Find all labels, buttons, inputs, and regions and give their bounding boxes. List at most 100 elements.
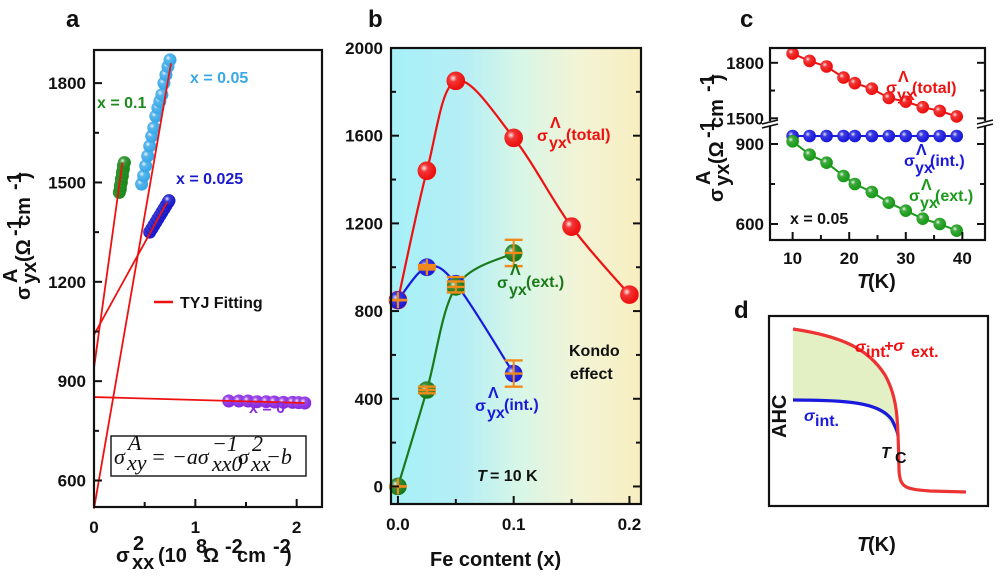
panel-letter-a: a — [66, 6, 80, 33]
b-point-0-3 — [504, 128, 523, 148]
panel-c-y-axis-title: σ yx A (Ω -1 cm -1 ) — [693, 74, 734, 202]
b-ytick-label-3: 1200 — [345, 214, 383, 233]
b-point-0-1 — [417, 161, 437, 181]
c-label-total: σ yx Λ (total) — [886, 69, 956, 104]
b-ytick-label-5: 2000 — [345, 39, 383, 58]
panel-d-total-curve — [792, 327, 967, 494]
d-x-T: T — [857, 534, 871, 556]
panel-letter-c: c — [740, 6, 753, 33]
panel-c-ticks: 1800 1500 900 600 10 20 30 40 — [726, 54, 985, 268]
legend-label-tyj: TYJ Fitting — [180, 295, 263, 312]
panel-d-tc-label: T C — [881, 445, 907, 467]
c-ext-sup: Λ — [921, 177, 932, 194]
c-ytick-label-1: 1500 — [726, 109, 764, 128]
x-title-cm-exp: -2 — [273, 536, 291, 558]
b-point-0-4 — [562, 217, 581, 236]
c-label-ext: σ yx Λ (ext.) — [909, 177, 973, 212]
y-title-unit-sup2: -1 — [4, 172, 26, 190]
label-ext-b: σ yx Λ (ext.) — [497, 262, 564, 299]
c-y-unit-sup2: -1 — [697, 74, 719, 92]
c-ext-sigma: σ — [909, 188, 920, 205]
c-x-K: (K) — [868, 271, 896, 293]
eq-s2: σ — [238, 444, 250, 469]
panel-d-y-axis-title: AHC — [769, 395, 791, 438]
y-title-unit-3: ) — [13, 172, 35, 179]
label-total-b: σ yx Λ (total) — [537, 115, 610, 152]
temp-label: = 10 K — [490, 468, 538, 485]
c-y-sub: yx — [712, 164, 734, 186]
a-fit-line-3 — [93, 396, 305, 404]
eq-mid: −aσ — [172, 444, 210, 469]
c-y-unit-1: (Ω — [706, 141, 728, 164]
c-point-2-10 — [950, 224, 964, 237]
c-point-1-8 — [916, 129, 930, 143]
c-int-sup: Λ — [916, 142, 927, 159]
x-title-omega: Ω — [203, 545, 219, 567]
d-int-sigma: σ — [804, 408, 816, 425]
label-x-0.05: x = 0.05 — [190, 70, 248, 87]
a-xtick-label-1: 1 — [191, 518, 200, 537]
c-point-2-2 — [820, 156, 833, 169]
panel-d-fill-area — [793, 330, 898, 436]
eq-sup2: 2 — [252, 431, 263, 456]
eq-lhs-sub: xy — [126, 450, 147, 475]
ext-sup: Λ — [510, 262, 521, 279]
c-point-1-4 — [848, 129, 862, 143]
c-xtick-label-2: 30 — [896, 249, 915, 268]
c-point-2-3 — [837, 169, 850, 183]
label-x-0.025: x = 0.025 — [176, 171, 243, 188]
eq-lhs-sup: A — [126, 430, 142, 455]
c-point-1-1 — [803, 129, 816, 143]
panel-b-x-axis-title: Fe content (x) — [430, 549, 561, 571]
b-ytick-label-2: 800 — [355, 302, 383, 321]
temp-label-T: T — [477, 468, 488, 485]
c-total-sigma: σ — [886, 80, 897, 97]
a-fit-line-0 — [93, 63, 172, 509]
c-y-unit-3: ) — [706, 74, 728, 81]
panel-c-plot-area — [786, 47, 964, 237]
c-int-sigma: σ — [904, 153, 915, 170]
c-xtick-label-0: 10 — [783, 249, 802, 268]
a-ytick-label-1: 900 — [58, 372, 86, 391]
b-ytick-label-1: 400 — [355, 390, 383, 409]
kondo-label-2: effect — [570, 366, 613, 383]
a-point-0-1 — [137, 169, 151, 183]
x-title-unit: (10 — [158, 545, 187, 567]
c-point-2-4 — [848, 177, 862, 191]
b-xtick-label-0: 0.0 — [386, 515, 410, 534]
c-xtick-label-3: 40 — [953, 249, 972, 268]
c-point-0-4 — [848, 76, 862, 90]
c-label-int: σ yx Λ (int.) — [904, 142, 965, 177]
c-y-sup: A — [693, 171, 715, 185]
c-y-sigma: σ — [706, 188, 728, 202]
d-tc-sub: C — [895, 450, 907, 467]
eq-equals: = — [151, 444, 166, 469]
c-point-2-8 — [916, 212, 930, 225]
y-title-unit-1: (Ω — [13, 239, 35, 262]
x-title-sub: xx — [132, 552, 154, 574]
y-title-unit-sup1: -1 — [4, 218, 26, 236]
b-xtick-label-1: 0.1 — [502, 515, 526, 534]
axis-break-right — [976, 119, 994, 129]
c-point-1-10 — [950, 129, 964, 143]
d-x-K: (K) — [868, 534, 896, 556]
c-point-2-7 — [899, 204, 913, 217]
c-point-1-6 — [882, 129, 896, 143]
a-ytick-label-4: 1800 — [48, 74, 86, 93]
c-xtick-label-1: 20 — [840, 249, 859, 268]
a-fit-line-2 — [93, 201, 168, 336]
c-point-2-0 — [786, 135, 799, 148]
panel-d-total-label: σ int. +σ ext. — [855, 338, 939, 361]
c-ext-text: (ext.) — [935, 188, 973, 205]
label-x-0.1: x = 0.1 — [97, 95, 146, 112]
c-point-1-7 — [899, 129, 913, 143]
b-ytick-label-0: 0 — [374, 477, 383, 496]
c-point-2-1 — [803, 148, 816, 161]
c-point-2-6 — [882, 196, 896, 209]
c-point-1-9 — [933, 129, 947, 143]
c-point-0-8 — [916, 100, 930, 114]
c-point-2-9 — [933, 217, 947, 231]
y-title-unit-2: cm — [13, 197, 35, 226]
c-point-0-10 — [950, 110, 964, 123]
c-total-sup: Λ — [898, 69, 909, 86]
